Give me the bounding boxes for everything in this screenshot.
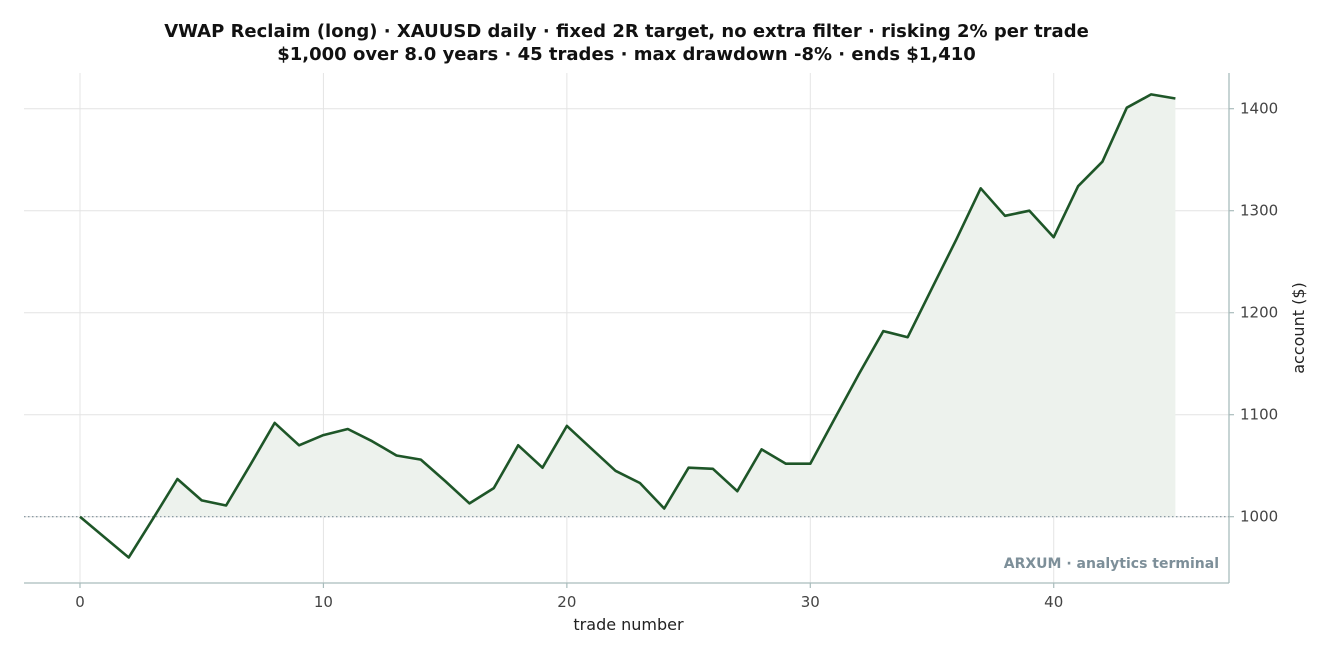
y-tick-label: 1200 [1240,304,1278,322]
y-tick-label: 1400 [1240,100,1278,118]
x-ticks: 0 10 20 30 40 [75,583,1063,611]
x-tick-label: 10 [314,593,333,611]
equity-area-fill [80,94,1176,517]
y-tick-label: 1100 [1240,406,1278,424]
equity-line [79,93,1176,559]
watermark-text: ARXUM · analytics terminal [1004,556,1219,572]
y-tick-label: 1000 [1240,508,1278,526]
chart-subtitle: $1,000 over 8.0 years · 45 trades · max … [277,44,976,65]
y-tick-label: 1300 [1240,202,1278,220]
chart-title: VWAP Reclaim (long) · XAUUSD daily · fix… [164,21,1089,42]
x-tick-label: 40 [1044,593,1063,611]
chart-title-block: VWAP Reclaim (long) · XAUUSD daily · fix… [0,20,1253,66]
y-axis-label: account ($) [1289,282,1308,374]
x-tick-label: 20 [557,593,576,611]
x-axis-label: trade number [573,615,684,634]
x-tick-label: 30 [801,593,820,611]
y-ticks: 1000 1100 1200 1300 1400 [1229,100,1278,526]
x-tick-label: 0 [75,593,85,611]
